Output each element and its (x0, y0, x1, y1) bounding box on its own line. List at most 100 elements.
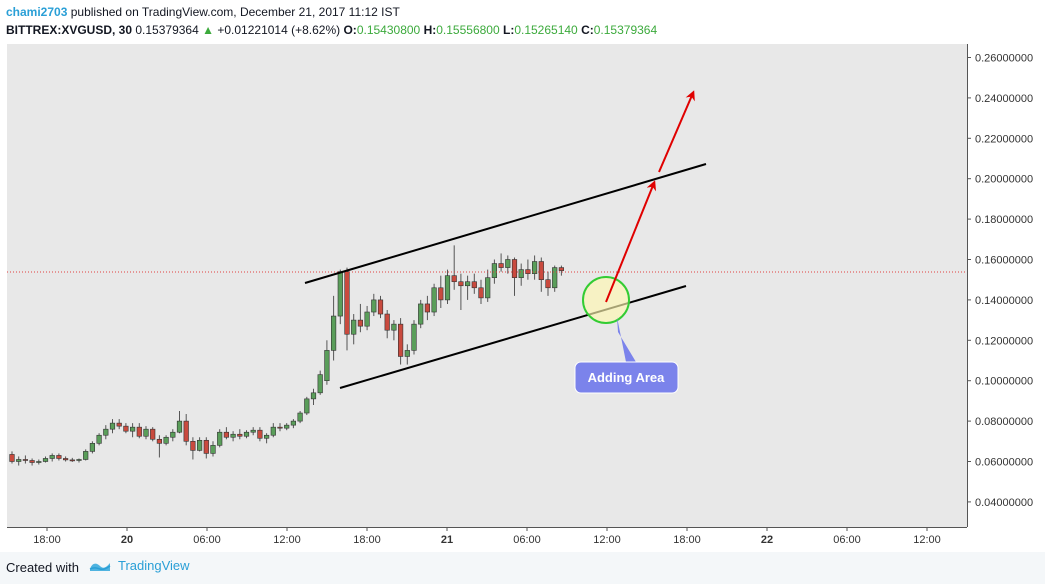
candle-down (451, 245, 457, 290)
time-tick-label: 12:00 (593, 534, 621, 546)
candle-up (176, 411, 183, 434)
candle-down (257, 427, 263, 442)
price-tick-label: 0.06000000 (975, 457, 1033, 469)
time-tick-label: 06:00 (193, 534, 221, 546)
candle-body (103, 428, 109, 436)
candle-down (357, 303, 364, 333)
time-tick-label: 12:00 (273, 534, 301, 546)
candle-up (143, 426, 149, 440)
candle-up (210, 441, 216, 457)
candle-body (29, 460, 35, 463)
candle-body (384, 313, 390, 331)
price-tick-label: 0.10000000 (975, 376, 1033, 388)
low-value: 0.15265140 (514, 23, 578, 37)
candle-up (230, 431, 236, 442)
candle-body (324, 350, 330, 381)
candle-body (404, 350, 410, 357)
tradingview-link[interactable]: TradingView (88, 558, 190, 573)
candle-down (56, 453, 62, 461)
time-tick-label: 06:00 (513, 534, 541, 546)
candle-body (337, 271, 343, 317)
candle-up (130, 423, 136, 438)
price-tick-label: 0.20000000 (975, 174, 1033, 186)
candle-up (518, 263, 524, 286)
candle-up (76, 458, 82, 463)
candle-up (42, 456, 49, 463)
candle-down (458, 273, 464, 310)
candle-up (310, 388, 317, 405)
candle-down (69, 457, 75, 462)
candle-up (109, 419, 116, 434)
ohlc-legend: BITTREX:XVGUSD, 30 0.15379364 ▲ +0.01221… (6, 23, 657, 37)
candle-body (464, 281, 471, 287)
price-tick-label: 0.14000000 (975, 295, 1033, 307)
candle-up (337, 269, 343, 325)
candle-down (558, 265, 564, 276)
candle-down (377, 295, 384, 319)
candle-body (458, 281, 464, 287)
candle-down (123, 423, 129, 434)
time-tick-label: 06:00 (833, 534, 861, 546)
price-axis-bg[interactable] (967, 44, 1045, 527)
candle-up (317, 370, 323, 395)
candle-body (371, 299, 377, 313)
high-value: 0.15556800 (436, 23, 500, 37)
time-axis[interactable]: 18:00 20 06:00 12:00 18:00 21 06:00 12:00 18:00 2… (7, 527, 967, 547)
time-tick-label: 12:00 (913, 534, 941, 546)
candle-body (330, 315, 337, 351)
candle-up (404, 344, 410, 365)
price-axis[interactable]: 0.26000000 0.24000000 0.22000000 0.20000000… (967, 44, 1045, 527)
open-label: O: (343, 23, 357, 37)
chart-header: chami2703 published on TradingView.com, … (0, 0, 1045, 42)
candle-body (317, 374, 323, 394)
candle-down (397, 318, 404, 365)
candle-up (217, 429, 223, 448)
target-arrow-2 (658, 90, 695, 173)
time-axis-bg[interactable] (7, 527, 967, 547)
candle-body (250, 429, 256, 433)
candle-down (237, 429, 243, 440)
candle-up (491, 259, 498, 284)
candle-body (170, 431, 176, 438)
candle-body (150, 428, 156, 440)
candle-body (558, 267, 564, 271)
candle-body (304, 398, 310, 414)
chart-canvas[interactable]: 0.26000000 0.24000000 0.22000000 0.20000000… (0, 0, 1045, 552)
candle-body (364, 311, 370, 327)
candle-body (284, 424, 290, 429)
candle-body (438, 287, 444, 301)
candle-up (270, 423, 276, 438)
candle-body (418, 303, 424, 325)
candle-body (123, 425, 129, 432)
candle-down (22, 455, 29, 464)
callout-box (574, 361, 679, 394)
candle-body (290, 420, 297, 426)
publish-info: chami2703 published on TradingView.com, … (6, 5, 400, 19)
target-arrow-1 (605, 180, 657, 303)
candle-body (351, 319, 357, 335)
candle-body (344, 271, 350, 335)
candle-body (505, 259, 511, 268)
candle-down (136, 423, 142, 439)
candle-down (29, 458, 35, 466)
candle-down (384, 310, 390, 339)
created-with-text: Created with (6, 560, 79, 575)
candle-body (56, 455, 62, 459)
candle-body (498, 263, 504, 268)
candle-body (491, 263, 498, 278)
candle-body (223, 431, 230, 438)
candle-up (170, 429, 176, 442)
candle-body (109, 422, 116, 430)
candle-body (217, 431, 223, 446)
candles-layer (9, 245, 564, 466)
candle-body (36, 461, 42, 463)
open-value: 0.15430800 (356, 23, 421, 37)
candle-body (263, 434, 270, 439)
candle-down (150, 427, 156, 442)
candle-up (243, 430, 250, 439)
candle-up (197, 437, 203, 452)
footer-brand: TradingView (118, 558, 190, 573)
author-link[interactable]: chami2703 (6, 5, 68, 19)
candle-body (525, 269, 531, 274)
candle-body (83, 451, 89, 460)
